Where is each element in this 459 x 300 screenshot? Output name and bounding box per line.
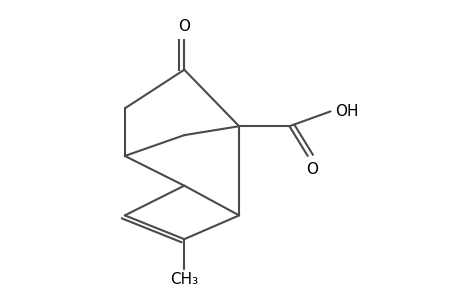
Text: CH₃: CH₃	[170, 272, 198, 287]
Text: O: O	[178, 19, 190, 34]
Text: O: O	[306, 162, 318, 177]
Text: OH: OH	[335, 104, 358, 119]
